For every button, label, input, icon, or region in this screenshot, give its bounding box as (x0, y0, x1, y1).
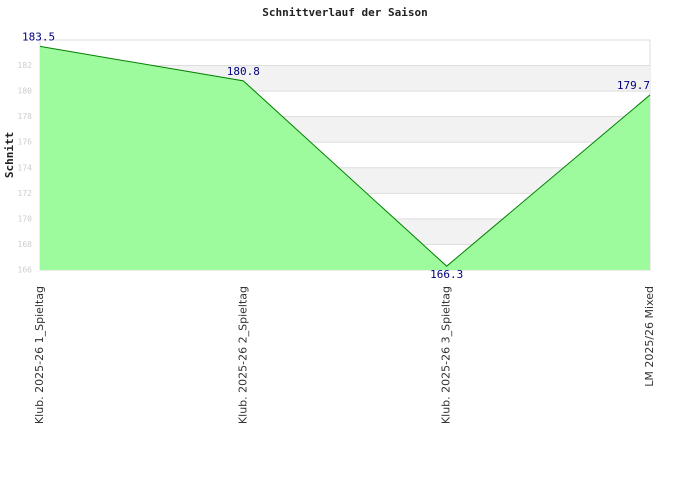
y-tick-label: 180 (18, 87, 33, 96)
y-tick-label: 178 (18, 112, 33, 121)
y-axis-label: Schnitt (3, 132, 16, 178)
y-tick-label: 166 (18, 266, 33, 275)
y-tick-label: 176 (18, 138, 33, 147)
x-tick-label: LM 2025/26 Mixed (643, 286, 656, 387)
y-tick-label: 168 (18, 240, 33, 249)
x-tick-label: Klub. 2025-26 3_Spieltag (440, 286, 453, 424)
line (39, 45, 651, 267)
y-tick-label: 170 (18, 214, 33, 223)
chart-title: Schnittverlauf der Saison (262, 6, 428, 19)
x-tick-label: Klub. 2025-26 1_Spieltag (33, 286, 46, 424)
data-label: 183.5 (22, 30, 55, 43)
y-tick-label: 182 (18, 61, 33, 70)
data-label: 166.3 (430, 268, 463, 281)
area (40, 46, 650, 271)
data-label: 180.8 (227, 65, 260, 78)
y-tick-label: 174 (18, 163, 33, 172)
data-label: 179.7 (617, 79, 650, 92)
y-tick-label: 172 (18, 189, 33, 198)
x-tick-label: Klub. 2025-26 2_Spieltag (236, 286, 249, 424)
